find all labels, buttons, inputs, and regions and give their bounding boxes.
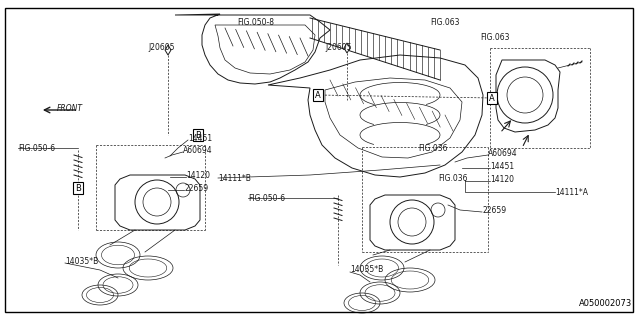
Polygon shape [344, 43, 350, 53]
Text: A: A [315, 91, 321, 100]
Text: FIG.036: FIG.036 [438, 173, 467, 182]
Text: 14451: 14451 [490, 162, 514, 171]
Text: FRONT: FRONT [57, 103, 83, 113]
Text: 14451: 14451 [188, 133, 212, 142]
Text: J20605: J20605 [148, 43, 175, 52]
Text: 14035*B: 14035*B [65, 258, 99, 267]
Text: FIG.050-6: FIG.050-6 [248, 194, 285, 203]
Text: FIG.063: FIG.063 [480, 33, 509, 42]
Text: 22659: 22659 [184, 183, 208, 193]
Text: FIG.050-6: FIG.050-6 [18, 143, 55, 153]
Text: 22659: 22659 [482, 205, 506, 214]
Polygon shape [165, 45, 171, 55]
Text: B: B [75, 183, 81, 193]
Text: FIG.063: FIG.063 [430, 18, 460, 27]
Text: B: B [195, 131, 201, 140]
Text: FIG.036: FIG.036 [418, 143, 447, 153]
Text: FIG.050-8: FIG.050-8 [237, 18, 274, 27]
Text: 14120: 14120 [186, 171, 210, 180]
Text: 14111*A: 14111*A [555, 188, 588, 196]
Text: J20605: J20605 [325, 43, 351, 52]
Text: A050002073: A050002073 [579, 299, 632, 308]
Text: A: A [489, 93, 495, 102]
Text: 14035*B: 14035*B [350, 266, 383, 275]
Text: 14120: 14120 [490, 174, 514, 183]
Text: A60694: A60694 [488, 148, 518, 157]
Text: A60694: A60694 [183, 146, 212, 155]
Text: 14111*B: 14111*B [218, 173, 251, 182]
